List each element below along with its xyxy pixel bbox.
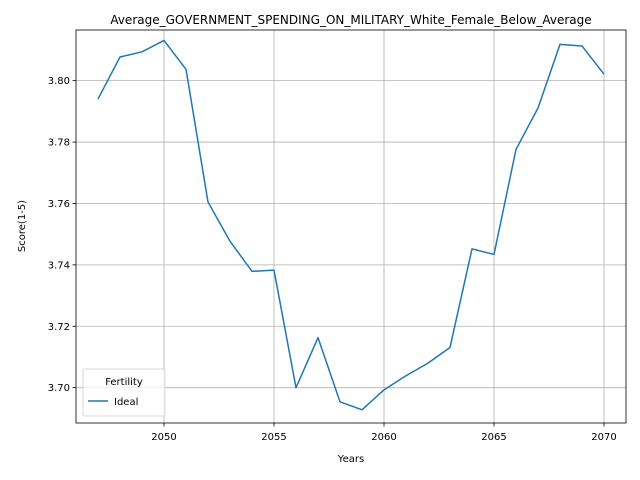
x-axis-ticks: 2050 2055 2060 2065 2070 — [151, 423, 617, 443]
y-tick-label: 3.70 — [48, 383, 70, 394]
y-tick-label: 3.72 — [48, 322, 70, 333]
legend: Fertility Ideal — [82, 368, 166, 417]
y-tick-label: 3.78 — [48, 138, 70, 149]
y-tick-label: 3.80 — [48, 76, 70, 87]
x-tick-label: 2050 — [151, 432, 176, 443]
legend-box — [82, 368, 166, 417]
x-axis-title: Years — [337, 454, 364, 465]
series-layer — [97, 39, 605, 411]
plot-frame — [75, 29, 627, 424]
x-tick-label: 2065 — [481, 432, 506, 443]
grid-lines — [76, 30, 626, 423]
x-tick-label: 2055 — [261, 432, 286, 443]
y-axis-ticks: 3.70 3.72 3.74 3.76 3.78 3.80 — [48, 76, 76, 394]
legend-label-ideal: Ideal — [114, 397, 138, 408]
y-tick-label: 3.74 — [48, 260, 70, 271]
legend-title: Fertility — [105, 377, 143, 388]
x-tick-label: 2070 — [591, 432, 616, 443]
chart-title: Average_GOVERNMENT_SPENDING_ON_MILITARY_… — [110, 13, 591, 27]
series-line-ideal — [97, 39, 605, 411]
y-axis-title: Score(1-5) — [17, 200, 28, 252]
x-tick-label: 2060 — [371, 432, 396, 443]
y-tick-label: 3.76 — [48, 199, 70, 210]
